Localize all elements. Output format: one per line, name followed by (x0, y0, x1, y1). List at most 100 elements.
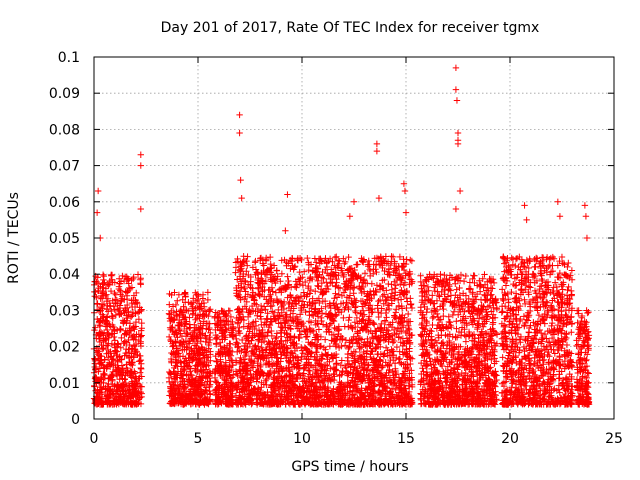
data-point (257, 302, 265, 310)
data-point (112, 291, 119, 298)
data-point (129, 312, 136, 319)
data-point (96, 322, 104, 330)
data-point (404, 310, 412, 318)
data-point (123, 288, 131, 296)
data-point (126, 320, 134, 327)
data-point (136, 357, 144, 365)
data-point (267, 260, 274, 268)
data-point (174, 297, 181, 305)
chart-title: Day 201 of 2017, Rate Of TEC Index for r… (161, 20, 540, 36)
data-point (121, 296, 128, 303)
data-point (109, 356, 116, 363)
data-point (385, 280, 392, 288)
data-point (417, 272, 424, 279)
data-point (102, 285, 110, 292)
data-point (365, 257, 372, 265)
data-point (345, 253, 352, 261)
data-point (92, 324, 99, 331)
data-point (95, 284, 102, 292)
data-point (296, 334, 303, 342)
data-point (383, 314, 390, 321)
data-point (117, 298, 125, 305)
data-point (107, 287, 115, 295)
data-point (181, 290, 188, 297)
data-point (123, 301, 131, 309)
data-point (112, 311, 120, 319)
data-point (126, 383, 133, 390)
data-point (97, 307, 104, 315)
data-point (106, 277, 114, 285)
data-point (103, 297, 111, 305)
data-point (137, 276, 144, 284)
data-point (450, 308, 458, 315)
data-point (132, 385, 139, 392)
data-point (373, 282, 381, 289)
data-point (368, 280, 376, 287)
data-point (103, 291, 110, 298)
data-point (123, 273, 130, 280)
data-point (121, 338, 129, 345)
data-point (353, 261, 360, 268)
data-point (407, 256, 414, 264)
data-point (135, 331, 143, 338)
data-point (320, 275, 327, 282)
data-point (129, 303, 136, 311)
data-point (136, 369, 144, 376)
data-point (129, 275, 137, 283)
data-point (346, 314, 353, 321)
data-point (108, 271, 116, 279)
data-point (117, 371, 125, 378)
data-point (104, 320, 112, 328)
data-point (462, 272, 469, 280)
data-point (137, 342, 145, 350)
data-point (384, 327, 392, 335)
data-point (385, 305, 393, 313)
data-point (132, 318, 140, 326)
data-point (211, 374, 219, 382)
data-point (132, 373, 139, 380)
data-point (135, 336, 142, 344)
data-point (103, 306, 110, 313)
data-point (119, 292, 126, 300)
data-point (399, 263, 406, 271)
data-point (312, 288, 319, 295)
data-point (332, 290, 339, 297)
data-point (94, 350, 102, 358)
data-point (101, 356, 108, 363)
data-point (278, 333, 285, 340)
data-point (118, 362, 126, 369)
data-point (408, 257, 416, 265)
data-point (285, 277, 292, 285)
data-point (236, 324, 243, 331)
data-point (453, 318, 460, 325)
data-point (120, 340, 127, 347)
data-point (406, 318, 414, 325)
data-point (456, 284, 463, 292)
data-point (417, 278, 424, 286)
data-point (129, 359, 136, 366)
data-point (122, 345, 130, 353)
data-point (98, 345, 106, 353)
data-point (118, 334, 125, 342)
data-point (187, 324, 194, 331)
data-point (453, 286, 460, 293)
data-point (125, 336, 132, 344)
data-point (138, 319, 145, 327)
data-point (117, 325, 124, 333)
data-point (382, 344, 390, 351)
data-point (120, 320, 127, 327)
data-point (387, 293, 395, 301)
data-point (321, 336, 329, 343)
data-point (284, 273, 291, 280)
data-point (116, 287, 124, 294)
data-point (100, 272, 108, 280)
data-point (117, 344, 124, 351)
data-points (90, 64, 593, 408)
data-point (131, 300, 139, 308)
data-point (396, 281, 404, 288)
data-point (111, 341, 118, 349)
data-point (306, 367, 313, 375)
data-point (99, 280, 106, 287)
data-point (130, 296, 137, 304)
